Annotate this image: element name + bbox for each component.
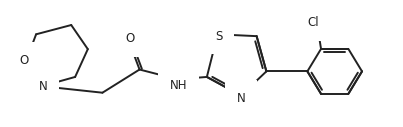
Text: N: N [237,92,245,105]
Text: O: O [20,54,29,67]
Text: O: O [125,32,135,45]
Text: N: N [39,80,47,93]
Text: Cl: Cl [307,16,319,29]
Text: NH: NH [170,79,187,92]
Text: S: S [215,30,222,43]
